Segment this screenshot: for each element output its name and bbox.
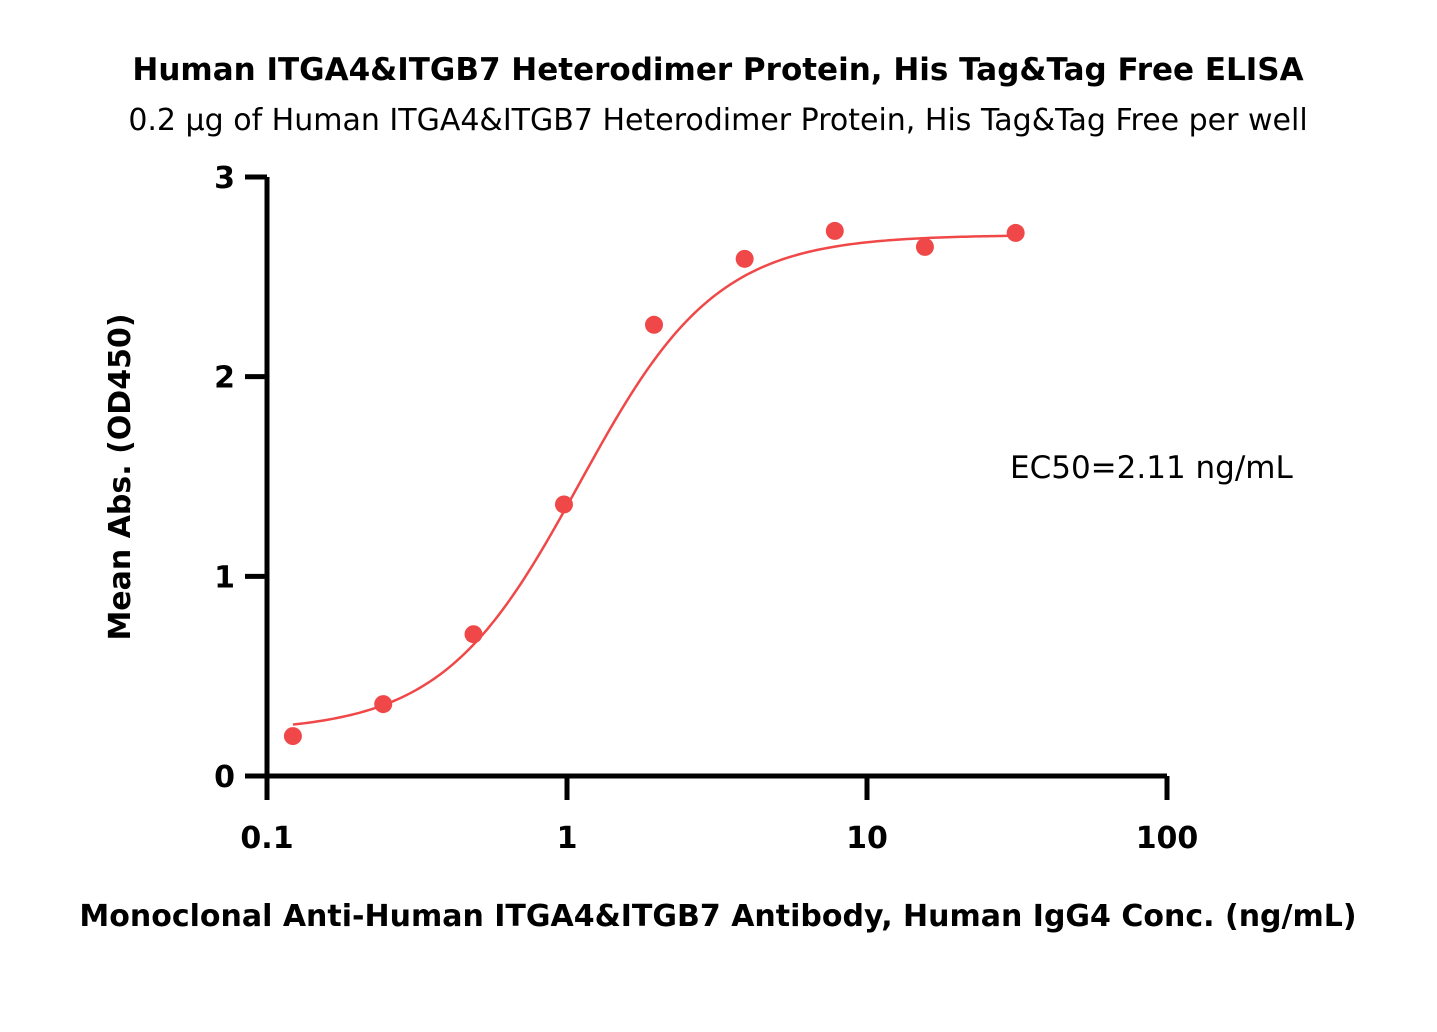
data-point [915, 237, 934, 256]
x-tick-label: 10 [846, 821, 888, 856]
y-tick-label: 0 [214, 760, 235, 795]
data-point [735, 249, 754, 268]
y-axis: 0 1 2 3 [214, 161, 270, 795]
y-tick-label: 1 [214, 560, 235, 595]
x-tick-label: 1 [557, 821, 578, 856]
data-points-layer [283, 221, 1025, 746]
y-tick-label: 2 [214, 361, 235, 396]
data-point [374, 695, 393, 714]
data-point [554, 495, 573, 514]
data-point [283, 727, 302, 746]
x-tick-label: 0.1 [240, 821, 293, 856]
data-point [645, 315, 664, 334]
data-point [464, 625, 483, 644]
ec50-annotation: EC50=2.11 ng/mL [1010, 450, 1293, 486]
data-point [825, 221, 844, 240]
chart-subtitle: 0.2 μg of Human ITGA4&ITGB7 Heterodimer … [128, 103, 1307, 138]
chart-title: Human ITGA4&ITGB7 Heterodimer Protein, H… [132, 52, 1303, 88]
fit-curve-layer [292, 234, 1016, 726]
x-axis-label: Monoclonal Anti-Human ITGA4&ITGB7 Antibo… [79, 899, 1356, 934]
data-point [1006, 223, 1025, 242]
y-tick-label: 3 [214, 161, 235, 196]
y-axis-label: Mean Abs. (OD450) [103, 313, 138, 640]
x-tick-label: 100 [1136, 821, 1199, 856]
fit-curve [292, 234, 1016, 726]
x-axis: 0.1 1 10 100 [240, 773, 1199, 856]
